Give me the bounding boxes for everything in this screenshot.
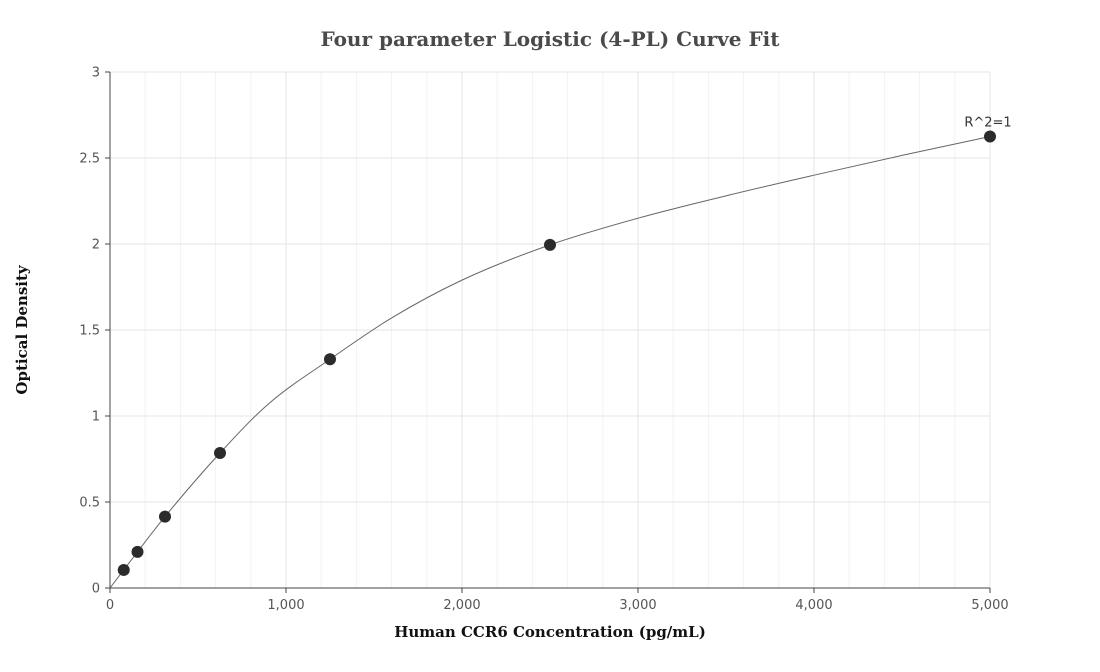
x-tick-label: 4,000 (795, 598, 832, 613)
grid-lines (109, 71, 991, 589)
r-squared-annotation: R^2=1 (964, 116, 1011, 131)
data-point (131, 545, 144, 558)
y-tick-label: 3 (92, 66, 100, 81)
x-tick-label: 2,000 (443, 598, 480, 613)
y-tick-label: 2.5 (79, 152, 100, 167)
x-axis-label: Human CCR6 Concentration (pg/mL) (394, 623, 706, 641)
x-tick-label: 3,000 (619, 598, 656, 613)
y-tick-label: 0 (92, 582, 100, 597)
data-point (544, 238, 556, 251)
data-point (159, 510, 171, 523)
data-point (117, 563, 130, 576)
y-tick-label: 1 (92, 410, 100, 425)
chart-text: Four parameter Logistic (4-PL) Curve Fit… (13, 27, 1012, 641)
x-tick-label: 1,000 (267, 598, 304, 613)
y-tick-label: 2 (92, 238, 100, 253)
data-points (117, 130, 996, 576)
axes: 0 1,000 2,000 3,000 4,000 5,000 0 0.5 1 1.5 2 2.5 3 (79, 66, 1008, 614)
y-tick-label: 0.5 (79, 496, 100, 511)
y-tick-label: 1.5 (79, 324, 100, 339)
data-point (984, 130, 996, 143)
data-point (324, 353, 336, 366)
fit-curve (109, 136, 991, 589)
x-tick-label: 0 (106, 598, 114, 613)
x-tick-label: 5,000 (971, 598, 1008, 613)
data-point (214, 446, 226, 459)
fit-curve-layer (109, 136, 991, 589)
chart-title: Four parameter Logistic (4-PL) Curve Fit (320, 27, 780, 51)
y-axis-label: Optical Density (13, 264, 31, 394)
